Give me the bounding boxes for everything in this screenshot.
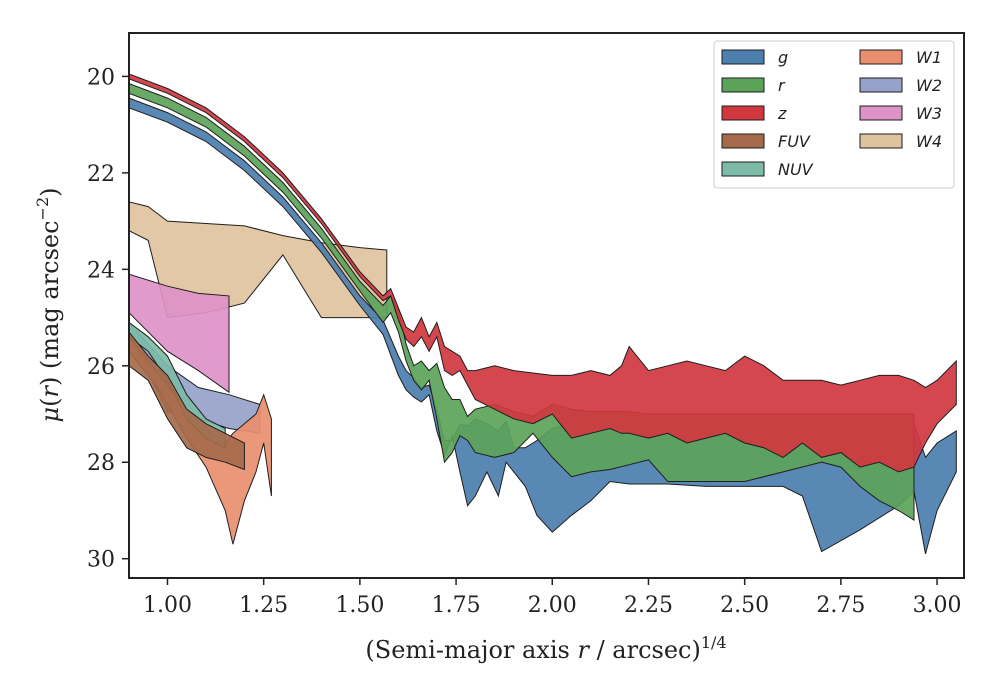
x-tick-label: 1.75 bbox=[432, 593, 481, 618]
x-tick-label: 3.00 bbox=[913, 593, 962, 618]
legend-label-r: r bbox=[778, 76, 786, 95]
y-tick-label: 30 bbox=[87, 548, 115, 573]
legend-label-w2: W2 bbox=[916, 76, 942, 95]
y-tick-label: 20 bbox=[87, 65, 115, 90]
legend-swatch-w2 bbox=[859, 77, 903, 93]
legend-swatch-w4 bbox=[859, 133, 903, 149]
legend-label-g: g bbox=[778, 48, 788, 67]
legend-label-z: z bbox=[777, 104, 787, 123]
legend-swatch-z bbox=[721, 105, 765, 121]
legend-label-w4: W4 bbox=[916, 132, 942, 151]
band-z bbox=[129, 73, 957, 473]
x-tick-label: 2.50 bbox=[720, 593, 769, 618]
x-tick-label: 1.00 bbox=[143, 593, 192, 618]
band-fuv bbox=[129, 331, 245, 471]
legend-swatch-g bbox=[721, 49, 765, 65]
legend: grz FUV NUV W1 W2 W3 W4 bbox=[713, 40, 955, 189]
x-axis: 1.00 1.25 1.50 1.75 2.00 2.25 2.50 2.75 3.00 bbox=[143, 578, 962, 618]
y-axis: 20 22 24 26 28 30 bbox=[87, 65, 129, 573]
x-tick-label: 2.25 bbox=[624, 593, 673, 618]
legend-label-fuv: FUV bbox=[778, 132, 811, 151]
x-tick-label: 1.50 bbox=[335, 593, 384, 618]
x-axis-label: (Semi-major axis r / arcsec)1/4 bbox=[365, 633, 726, 664]
y-tick-label: 22 bbox=[87, 162, 115, 187]
y-tick-label: 28 bbox=[87, 451, 115, 476]
y-axis-label: μ(r) (mag arcsec−2) bbox=[33, 187, 64, 422]
legend-label-w3: W3 bbox=[916, 104, 942, 123]
x-tick-label: 1.25 bbox=[239, 593, 288, 618]
legend-label-w1: W1 bbox=[916, 48, 942, 67]
y-tick-label: 24 bbox=[87, 258, 115, 283]
legend-swatch-fuv bbox=[721, 133, 765, 149]
band-w3 bbox=[129, 273, 230, 394]
band-r bbox=[129, 83, 915, 522]
plot-frame bbox=[128, 32, 965, 579]
legend-swatch-w3 bbox=[859, 105, 903, 121]
legend-swatch-nuv bbox=[721, 161, 765, 177]
legend-swatch-r bbox=[721, 77, 765, 93]
x-tick-label: 2.75 bbox=[816, 593, 865, 618]
legend-swatch-w1 bbox=[859, 49, 903, 65]
series-bands bbox=[129, 73, 957, 555]
x-tick-label: 2.00 bbox=[528, 593, 577, 618]
legend-label-nuv: NUV bbox=[778, 160, 814, 179]
y-tick-label: 26 bbox=[87, 355, 115, 380]
